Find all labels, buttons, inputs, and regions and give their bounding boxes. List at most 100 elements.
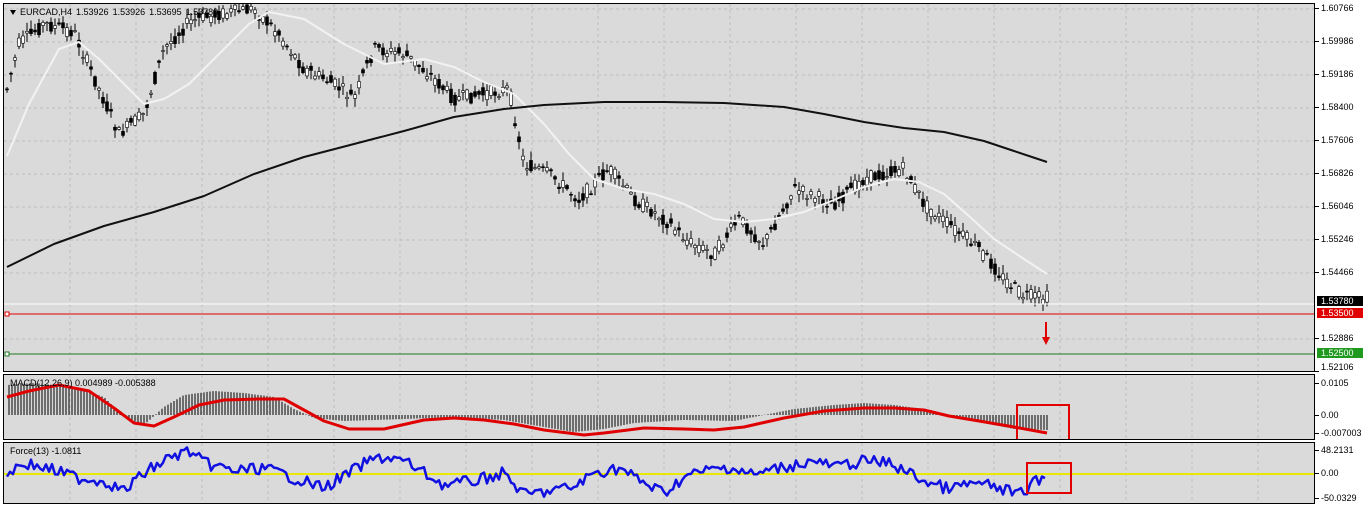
candle-body — [833, 202, 837, 210]
macd-highlight-box — [1016, 404, 1070, 439]
candle-body — [669, 218, 673, 224]
candle-body — [897, 169, 901, 177]
candle-body — [665, 223, 669, 229]
candle-body — [125, 121, 129, 128]
sell-level-badge: 1.53500 — [1317, 308, 1363, 318]
candle-body — [705, 249, 709, 251]
candle-body — [505, 85, 509, 89]
candle-body — [121, 131, 125, 136]
ohlc-low: 1.53695 — [149, 7, 182, 17]
candle-body — [1045, 290, 1049, 303]
candle-body — [961, 230, 965, 237]
macd-tick: -0.007003 — [1321, 428, 1362, 438]
candle-body — [921, 198, 925, 207]
force-tick: 0.00 — [1321, 468, 1339, 478]
candle-body — [1013, 282, 1017, 284]
candle-body — [321, 74, 325, 80]
candle-body — [181, 28, 185, 36]
candle-body — [209, 16, 213, 23]
candle-body — [737, 214, 741, 217]
candle-body — [329, 75, 333, 83]
candle-body — [701, 244, 705, 251]
candle-body — [325, 81, 329, 84]
candle-body — [141, 113, 145, 115]
candle-body — [617, 175, 621, 179]
macd-axis[interactable]: 0.0105 0.00 -0.007003 — [1315, 374, 1365, 440]
candle-body — [21, 35, 25, 44]
price-chart-canvas[interactable] — [4, 4, 1315, 372]
candle-body — [457, 96, 461, 101]
candle-body — [313, 75, 317, 80]
candle-body — [405, 50, 409, 57]
candle-body — [489, 85, 493, 96]
candle-body — [773, 223, 777, 230]
candle-body — [557, 186, 561, 189]
candle-body — [809, 191, 813, 196]
candle-body — [517, 136, 521, 143]
candle-body — [533, 167, 537, 169]
price-tick: 1.55246 — [1321, 234, 1354, 244]
candle-body — [9, 72, 13, 75]
candle-body — [113, 126, 117, 131]
candle-body — [237, 10, 241, 13]
candle-body — [609, 166, 613, 175]
macd-pane[interactable]: MACD(12,26,9) 0.004989 -0.005388 — [3, 374, 1315, 440]
candle-body — [153, 72, 157, 84]
candle-body — [933, 216, 937, 220]
candle-body — [949, 221, 953, 226]
macd-tick: 0.00 — [1321, 410, 1339, 420]
candle-body — [333, 78, 337, 87]
candle-body — [193, 19, 197, 21]
candle-body — [177, 32, 181, 36]
candle-body — [13, 57, 17, 61]
candle-body — [481, 87, 485, 96]
candle-body — [901, 162, 905, 169]
candle-body — [317, 71, 321, 77]
candle-body — [697, 245, 701, 254]
candle-body — [289, 53, 293, 56]
candle-body — [537, 166, 541, 169]
macd-tick: 0.0105 — [1321, 378, 1349, 388]
force-index-pane[interactable]: Force(13) -1.0811 — [3, 442, 1315, 504]
price-chart-header: EURCAD,H4 1.53926 1.53926 1.53695 1.53780 — [10, 7, 222, 17]
candle-body — [885, 176, 889, 178]
candle-body — [937, 212, 941, 217]
macd-label: MACD(12,26,9) 0.004989 -0.005388 — [10, 378, 156, 388]
price-tick: 1.59186 — [1321, 69, 1354, 79]
symbol-label: EURCAD,H4 — [20, 7, 73, 17]
collapse-triangle-icon[interactable] — [10, 10, 16, 16]
candle-body — [205, 12, 209, 18]
candle-body — [869, 170, 873, 183]
force-index-canvas[interactable] — [4, 443, 1315, 504]
candle-body — [969, 243, 973, 246]
candle-body — [881, 171, 885, 180]
macd-canvas[interactable] — [4, 375, 1315, 440]
candle-body — [485, 90, 489, 100]
candle-body — [305, 68, 309, 77]
candle-body — [769, 226, 773, 230]
candle-body — [797, 190, 801, 195]
candle-body — [361, 69, 365, 74]
candle-body — [49, 21, 53, 32]
candle-body — [349, 89, 353, 95]
force-label: Force(13) -1.0811 — [10, 446, 82, 456]
candle-body — [1005, 278, 1009, 289]
candle-body — [429, 72, 433, 75]
candle-body — [377, 44, 381, 48]
candle-body — [69, 30, 73, 37]
force-axis[interactable]: 48.2131 0.00 -50.0329 — [1315, 442, 1365, 504]
candle-body — [397, 47, 401, 54]
candle-body — [957, 231, 961, 234]
candle-body — [433, 78, 437, 86]
candle-body — [1021, 297, 1025, 300]
price-axis[interactable]: 1.60766 1.59986 1.59186 1.58400 1.57606 … — [1315, 3, 1365, 372]
candle-body — [133, 115, 137, 126]
price-chart-pane[interactable]: EURCAD,H4 1.53926 1.53926 1.53695 1.53780 — [3, 3, 1315, 372]
candle-body — [569, 193, 573, 196]
candle-body — [849, 182, 853, 188]
candle-body — [165, 44, 169, 47]
candle-body — [221, 8, 225, 19]
candle-body — [1001, 273, 1005, 281]
price-tick: 1.52106 — [1321, 362, 1354, 372]
candle-body — [365, 59, 369, 64]
